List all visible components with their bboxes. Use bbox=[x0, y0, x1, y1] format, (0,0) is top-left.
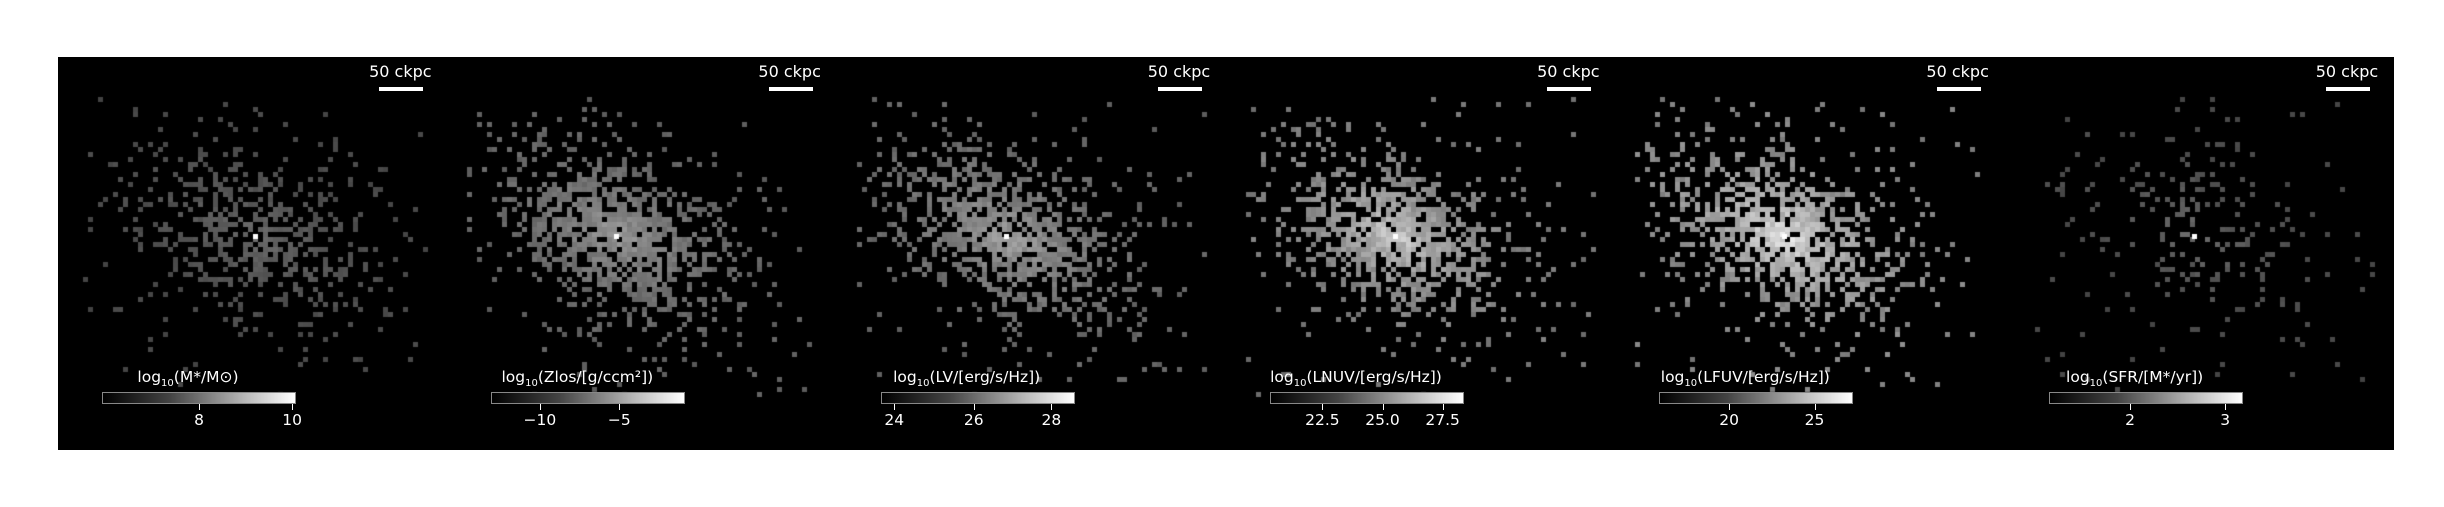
scale-label: 50 ckpc bbox=[1926, 62, 1989, 81]
colorbar-tick bbox=[1322, 404, 1324, 410]
scale-bar bbox=[1547, 87, 1592, 91]
colorbar-tick bbox=[1442, 404, 1444, 410]
scale-label: 50 ckpc bbox=[758, 62, 821, 81]
colorbar-tick bbox=[619, 404, 621, 410]
scale-bar bbox=[379, 87, 424, 91]
pixel-map bbox=[447, 57, 837, 450]
colorbar-tick-label: 25.0 bbox=[1365, 411, 1400, 429]
colorbar-tick-label: −5 bbox=[607, 411, 631, 429]
colorbar-tick bbox=[292, 404, 294, 410]
colorbar-tick-label: 10 bbox=[282, 411, 302, 429]
colorbar-label: log10(M*/M⊙) bbox=[137, 368, 239, 390]
scale-label: 50 ckpc bbox=[1147, 62, 1211, 81]
scale-bar bbox=[768, 87, 813, 91]
colorbar-tick bbox=[539, 404, 541, 410]
colorbar-tick-label: 24 bbox=[884, 411, 905, 429]
colorbar-tick bbox=[2130, 404, 2132, 410]
map-panel-sfr: 50 ckpc log10(SFR/[M*/yr]) 2 3 bbox=[2004, 57, 2394, 450]
colorbar bbox=[2048, 392, 2243, 404]
pixel-map bbox=[58, 57, 447, 450]
map-panel-nuv: 50 ckpc log10(LNUV/[erg/s/Hz]) 22.5 25.0 27.… bbox=[1225, 57, 1616, 450]
colorbar-tick-label: 28 bbox=[1041, 411, 1062, 429]
colorbar-label: log10(LFUV/[erg/s/Hz]) bbox=[1660, 368, 1830, 390]
map-panel-v-band: 50 ckpc log10(LV/[erg/s/Hz]) 24 26 28 bbox=[836, 57, 1226, 450]
colorbar bbox=[1269, 392, 1464, 404]
scale-bar bbox=[1157, 87, 1202, 91]
scale-label: 50 ckpc bbox=[1537, 62, 1600, 81]
scale-label: 50 ckpc bbox=[369, 62, 432, 81]
colorbar-tick-label: 8 bbox=[194, 411, 204, 429]
pixel-map bbox=[1225, 57, 1615, 450]
pixel-map bbox=[1615, 57, 2005, 450]
colorbar-tick-label: 25 bbox=[1804, 411, 1825, 429]
colorbar-tick-label: 27.5 bbox=[1425, 411, 1460, 429]
scale-bar bbox=[1936, 87, 1981, 91]
colorbar bbox=[491, 392, 686, 404]
scale-label: 50 ckpc bbox=[2315, 62, 2379, 81]
scale-bar bbox=[2325, 87, 2370, 91]
colorbar-tick bbox=[894, 404, 896, 410]
pixel-map bbox=[836, 57, 1226, 450]
colorbar-tick-label: 20 bbox=[1719, 411, 1739, 429]
colorbar-tick bbox=[2225, 404, 2227, 410]
pixel-map bbox=[2004, 57, 2394, 450]
colorbar-tick bbox=[1814, 404, 1816, 410]
colorbar-label: log10(Zlos/[g/ccm²]) bbox=[501, 368, 654, 390]
map-panel-stellar-mass: 50 ckpc log10(M*/M⊙) 8 10 bbox=[58, 57, 448, 450]
colorbar-tick-label: 2 bbox=[2125, 411, 2136, 429]
image-grid: 50 ckpc log10(M*/M⊙) 8 10 50 ckpc log10(Zlos/… bbox=[58, 57, 2394, 450]
colorbar-tick bbox=[1382, 404, 1384, 410]
colorbar-tick bbox=[1729, 404, 1731, 410]
colorbar-tick-label: 22.5 bbox=[1305, 411, 1340, 429]
colorbar bbox=[1659, 392, 1854, 404]
colorbar-tick-label: −10 bbox=[523, 411, 557, 429]
map-panel-fuv: 50 ckpc log10(LFUV/[erg/s/Hz]) 20 25 bbox=[1615, 57, 2005, 450]
colorbar bbox=[880, 392, 1075, 404]
colorbar-tick-label: 3 bbox=[2220, 411, 2231, 429]
colorbar-tick-label: 26 bbox=[963, 411, 984, 429]
map-panel-metallicity: 50 ckpc log10(Zlos/[g/ccm²]) −10 −5 bbox=[447, 57, 837, 450]
colorbar-tick bbox=[1051, 404, 1053, 410]
colorbar bbox=[102, 392, 296, 404]
colorbar-label: log10(SFR/[M*/yr]) bbox=[2066, 368, 2204, 390]
colorbar-label: log10(LNUV/[erg/s/Hz]) bbox=[1270, 368, 1442, 390]
colorbar-tick bbox=[199, 404, 200, 410]
colorbar-label: log10(LV/[erg/s/Hz]) bbox=[893, 368, 1041, 390]
colorbar-tick bbox=[973, 404, 975, 410]
